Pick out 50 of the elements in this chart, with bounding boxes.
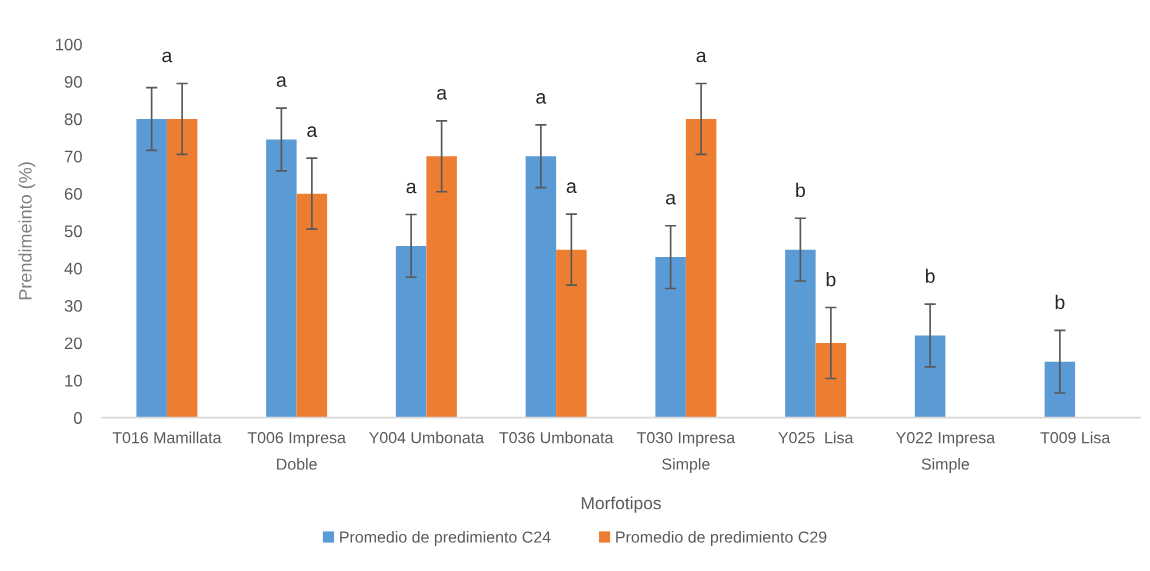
bar: [815, 343, 847, 418]
y-tick-label: 90: [64, 76, 82, 88]
y-tick-label: 40: [64, 262, 82, 275]
data-label: a: [666, 193, 677, 205]
legend-label: Promedio de predimiento C29: [616, 531, 827, 546]
bar: [525, 156, 557, 418]
x-tick-label: T030 Impresa Simple: [636, 432, 736, 473]
y-tick-label: 100: [56, 38, 82, 51]
y-tick-label: 10: [65, 374, 82, 387]
y-tick-label: 30: [64, 300, 82, 312]
data-label: a: [162, 51, 173, 63]
bar: [166, 118, 198, 418]
x-tick-label: T006 Impresa Doble: [247, 432, 346, 470]
data-label: a: [307, 126, 318, 137]
bar: [395, 245, 427, 418]
y-tick-label: 20: [64, 337, 82, 350]
legend-label: Promedio de predimiento C24: [340, 531, 551, 546]
data-label: a: [536, 93, 547, 104]
y-tick-label: 70: [64, 150, 82, 163]
x-tick-label: T036 Umbonata: [499, 431, 614, 444]
data-label: a: [437, 88, 448, 100]
data-label: a: [696, 51, 707, 63]
data-label: b: [925, 268, 935, 283]
x-tick-label: Y004 Umbonata: [369, 431, 485, 444]
bar: [914, 335, 946, 418]
y-tick-label: 80: [64, 113, 82, 126]
bar: [426, 156, 457, 418]
data-label: b: [826, 272, 836, 287]
x-axis-title: Morfotipos: [581, 496, 661, 513]
data-label: a: [406, 182, 417, 194]
data-label: a: [566, 182, 577, 193]
bar: [655, 257, 686, 418]
bar: [556, 249, 587, 418]
bar: [1044, 361, 1076, 418]
x-tick-label: Y022 Impresa Simple: [896, 432, 996, 473]
x-tick-label: T009 Lisa: [1040, 431, 1111, 444]
bar: [266, 139, 297, 418]
x-tick-label: T016 Mamillata: [112, 431, 222, 444]
data-label: b: [1055, 294, 1065, 310]
bar: [136, 118, 167, 418]
data-label: b: [796, 182, 805, 198]
bar: [296, 193, 328, 418]
data-label: a: [276, 76, 287, 87]
y-axis-title: Prendimeinto (%): [18, 162, 36, 300]
x-tick-label: Y025 Lisa: [778, 431, 854, 444]
bar: [785, 249, 816, 418]
y-tick-label: 60: [64, 188, 82, 200]
y-tick-label: 50: [64, 225, 82, 238]
y-tick-label: 0: [73, 412, 82, 424]
bar: [685, 118, 717, 418]
